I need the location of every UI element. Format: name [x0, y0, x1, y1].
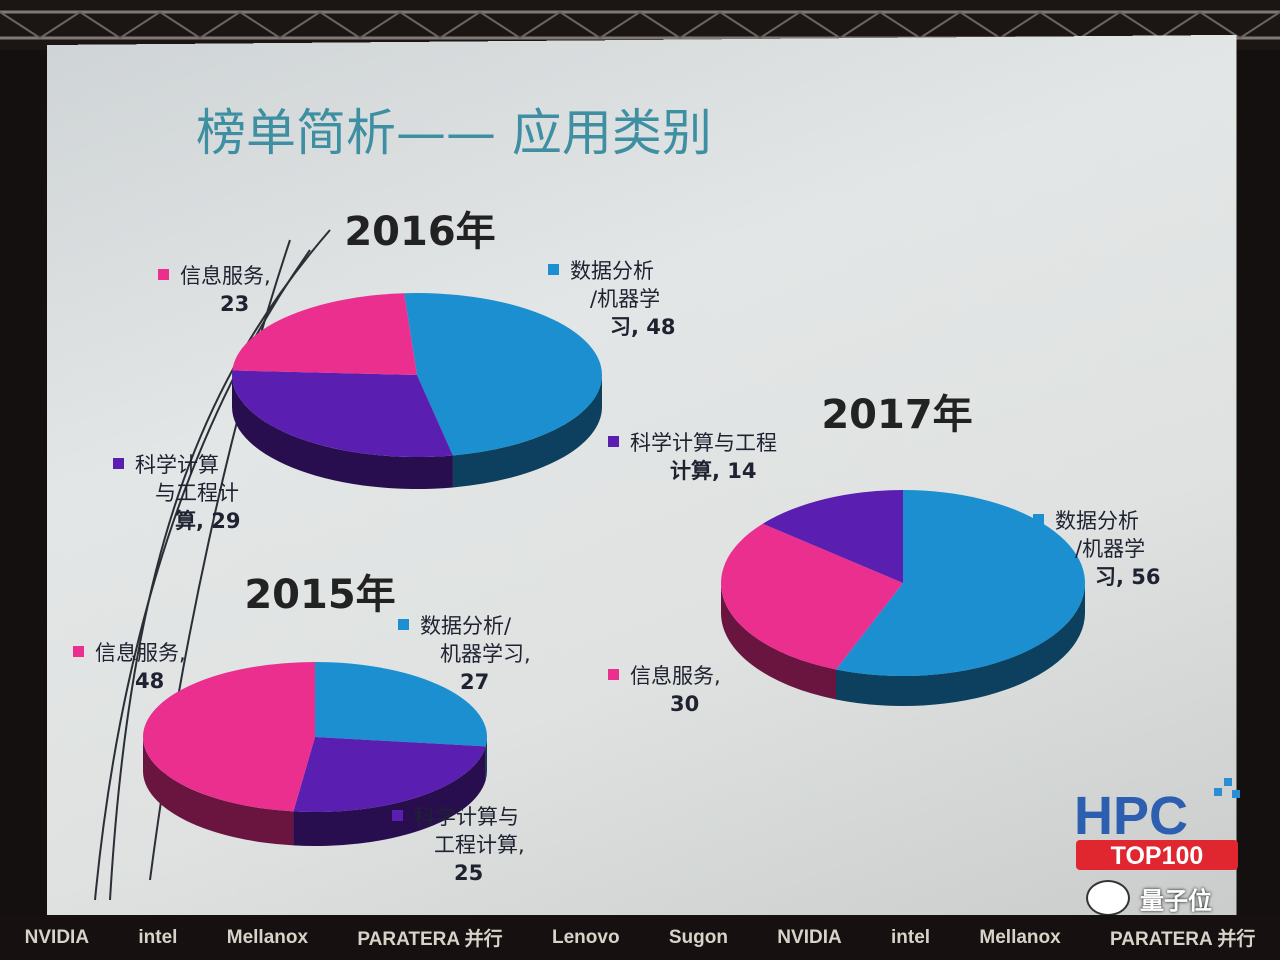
wechat-icon	[1086, 880, 1130, 916]
legend-marker	[608, 669, 619, 680]
data-label: 机器学习,	[440, 642, 531, 666]
sponsor-logo: PARATERA 并行	[357, 929, 503, 950]
sponsor-logo: intel	[138, 926, 178, 948]
pie-slice	[836, 490, 1085, 677]
data-label: 算, 29	[175, 509, 241, 533]
watermark-text: 量子位	[1140, 886, 1212, 915]
sponsor-logo: Mellanox	[979, 926, 1061, 948]
sponsor-logo: NVIDIA	[24, 926, 90, 948]
chart-title: 2015年	[244, 572, 395, 618]
pie-slice	[720, 523, 903, 670]
data-label: 数据分析	[1055, 509, 1139, 533]
pie-slice	[232, 293, 417, 375]
pie-side	[232, 375, 453, 490]
legend-marker	[608, 436, 619, 447]
data-label: 工程计算,	[434, 833, 525, 857]
data-label: 信息服务,	[180, 264, 271, 288]
pie-side	[485, 737, 487, 781]
legend-marker	[548, 264, 559, 275]
pie-side	[452, 375, 602, 488]
legend-marker	[73, 646, 84, 657]
pie-slice	[404, 292, 603, 456]
pie-slice	[142, 662, 315, 812]
data-label: 30	[670, 692, 699, 716]
data-label: 与工程计	[155, 481, 239, 505]
pie-slice	[762, 490, 903, 583]
pie-side	[836, 583, 1085, 706]
sponsor-logo: NVIDIA	[777, 926, 842, 948]
data-label: 科学计算	[135, 453, 219, 477]
pie-slice	[293, 737, 486, 813]
legend-marker	[398, 619, 409, 630]
sponsor-logo: Lenovo	[552, 926, 620, 948]
sponsor-logo: PARATERA 并行	[1110, 929, 1256, 950]
pie-slice	[231, 370, 453, 457]
logo-top: HPC	[1074, 786, 1188, 846]
data-label: 计算, 14	[670, 459, 757, 483]
sponsor-logo: Sugon	[668, 926, 728, 948]
chart-title: 2016年	[344, 209, 495, 255]
sponsor-logo: Mellanox	[226, 926, 309, 948]
data-label: /机器学	[1075, 537, 1145, 561]
data-label: 信息服务,	[630, 664, 721, 688]
pie-side	[143, 737, 294, 846]
sponsor-logo: intel	[891, 926, 931, 948]
data-label: 25	[454, 861, 483, 885]
logo-bottom: TOP100	[1111, 842, 1204, 870]
data-label: 数据分析/	[420, 614, 512, 638]
data-label: 习, 48	[610, 315, 676, 339]
data-label: 习, 56	[1095, 565, 1161, 589]
watermark: 量子位	[1086, 880, 1212, 916]
legend-marker	[1033, 514, 1044, 525]
chart-title: 2017年	[821, 392, 972, 438]
pie-side	[721, 583, 837, 700]
data-label: 信息服务,	[95, 641, 186, 665]
sponsor-bar: NVIDIA intel Mellanox PARATERA 并行 Lenovo…	[0, 915, 1280, 960]
pie-side	[293, 746, 486, 846]
pie-slice	[315, 662, 487, 747]
legend-marker	[392, 810, 403, 821]
legend-marker	[158, 269, 169, 280]
data-label: 科学计算与工程	[630, 431, 777, 455]
legend-marker	[113, 458, 124, 469]
data-label: /机器学	[590, 287, 660, 311]
data-label: 数据分析	[570, 259, 654, 283]
data-label: 48	[135, 669, 164, 693]
data-label: 27	[460, 670, 489, 694]
data-label: 科学计算与	[414, 805, 519, 829]
data-label: 23	[220, 292, 249, 316]
hpc-top100-logo: HPC TOP100	[1074, 778, 1240, 870]
slide-title: 榜单简析—— 应用类别	[196, 104, 712, 162]
